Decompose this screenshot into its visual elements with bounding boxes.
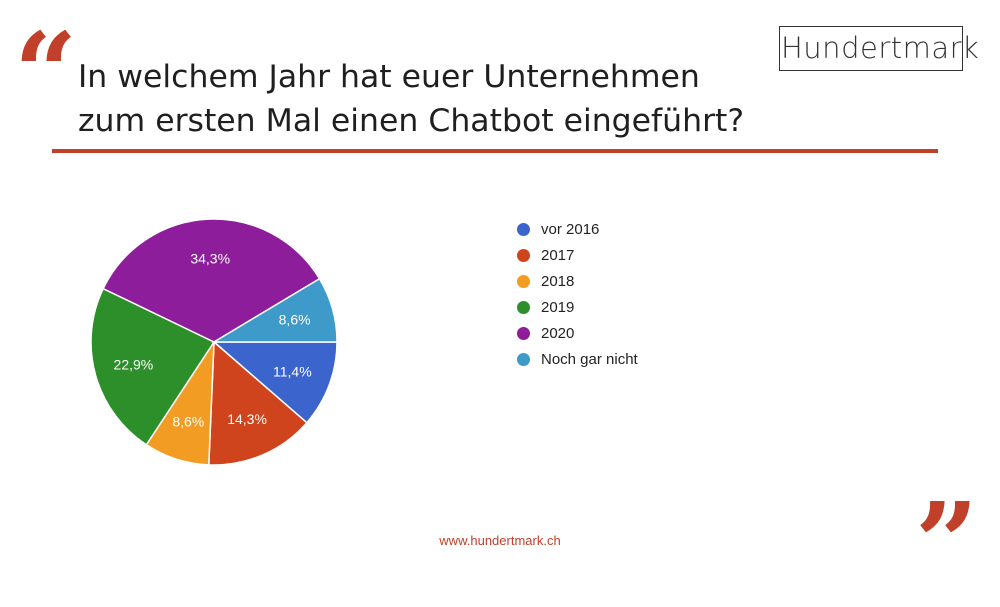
pie-slice-4 [102,218,321,343]
slide-title-line-1: In welchem Jahr hat euer Unternehmen [78,59,700,95]
legend-label-2: 2018 [541,272,575,290]
pie-slice-5 [211,277,338,343]
pie-value-labels: 11,4% 14,3% 8,6% 22,9% 34,3% 8,6% [114,250,312,429]
legend-label-1: 2017 [541,246,575,264]
pie-slice-0 [211,341,338,424]
legend-item-5: Noch gar nicht [517,346,638,372]
legend-item-2: 2018 [517,268,638,294]
open-quote-mark: “ [14,8,78,137]
hundertmark-logo: Hundertmark [779,26,979,71]
title-divider [52,149,938,153]
legend-swatch-3 [517,300,530,314]
slide-title: In welchem Jahr hat euer Unternehmen zum… [78,55,778,143]
pie-value-label-0: 11,4% [273,363,312,379]
legend-label-4: 2020 [541,324,575,342]
pie-value-label-1: 14,3% [227,411,267,427]
close-quote-mark: ” [915,478,979,607]
slide-title-line-2: zum ersten Mal einen Chatbot eingeführt? [78,103,745,139]
pie-slices [90,218,338,466]
legend-swatch-0 [517,222,530,236]
legend-label-3: 2019 [541,298,575,316]
chart-legend: vor 2016 2017 2018 2019 2020 Noch gar nicht [517,216,638,372]
pie-value-label-2: 8,6% [172,414,204,430]
legend-swatch-2 [517,274,530,288]
legend-item-3: 2019 [517,294,638,320]
legend-item-1: 2017 [517,242,638,268]
legend-item-4: 2020 [517,320,638,346]
pie-value-label-4: 34,3% [190,250,230,266]
pie-slice-1 [208,340,308,466]
legend-label-0: vor 2016 [541,220,600,238]
footer-url: www.hundertmark.ch [439,533,561,548]
legend-item-0: vor 2016 [517,216,638,242]
pie-chart: 11,4% 14,3% 8,6% 22,9% 34,3% 8,6% [90,218,338,466]
pie-value-label-3: 22,9% [114,356,154,372]
legend-swatch-1 [517,248,530,262]
pie-value-label-5: 8,6% [279,312,311,328]
legend-label-5: Noch gar nicht [541,350,638,368]
legend-swatch-4 [517,326,530,340]
legend-swatch-5 [517,352,530,366]
